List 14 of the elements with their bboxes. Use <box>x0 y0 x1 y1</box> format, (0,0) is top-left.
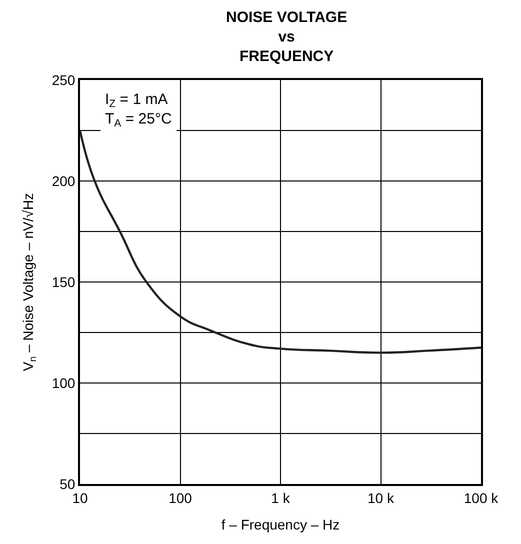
y-tick-label: 200 <box>52 172 76 189</box>
x-tick-label: 100 k <box>464 490 500 506</box>
x-tick-label: 10 k <box>368 490 395 506</box>
y-tick-label: 250 <box>52 72 76 88</box>
x-tick-label: 1 k <box>271 490 291 506</box>
y-tick-label: 100 <box>52 374 76 391</box>
x-axis-title: f – Frequency – Hz <box>221 516 340 533</box>
chart-title: NOISE VOLTAGE vs FREQUENCY <box>226 8 348 65</box>
annotation: T$_{A}$ = 25°C <box>105 110 172 130</box>
x-tick-label: 100 <box>168 490 192 506</box>
y-tick-label: 150 <box>52 274 76 290</box>
y-tick-label: 50 <box>60 476 76 492</box>
x-tick-label: 10 <box>72 490 88 506</box>
annotation: I$_{Z}$ = 1 mA <box>105 91 168 110</box>
